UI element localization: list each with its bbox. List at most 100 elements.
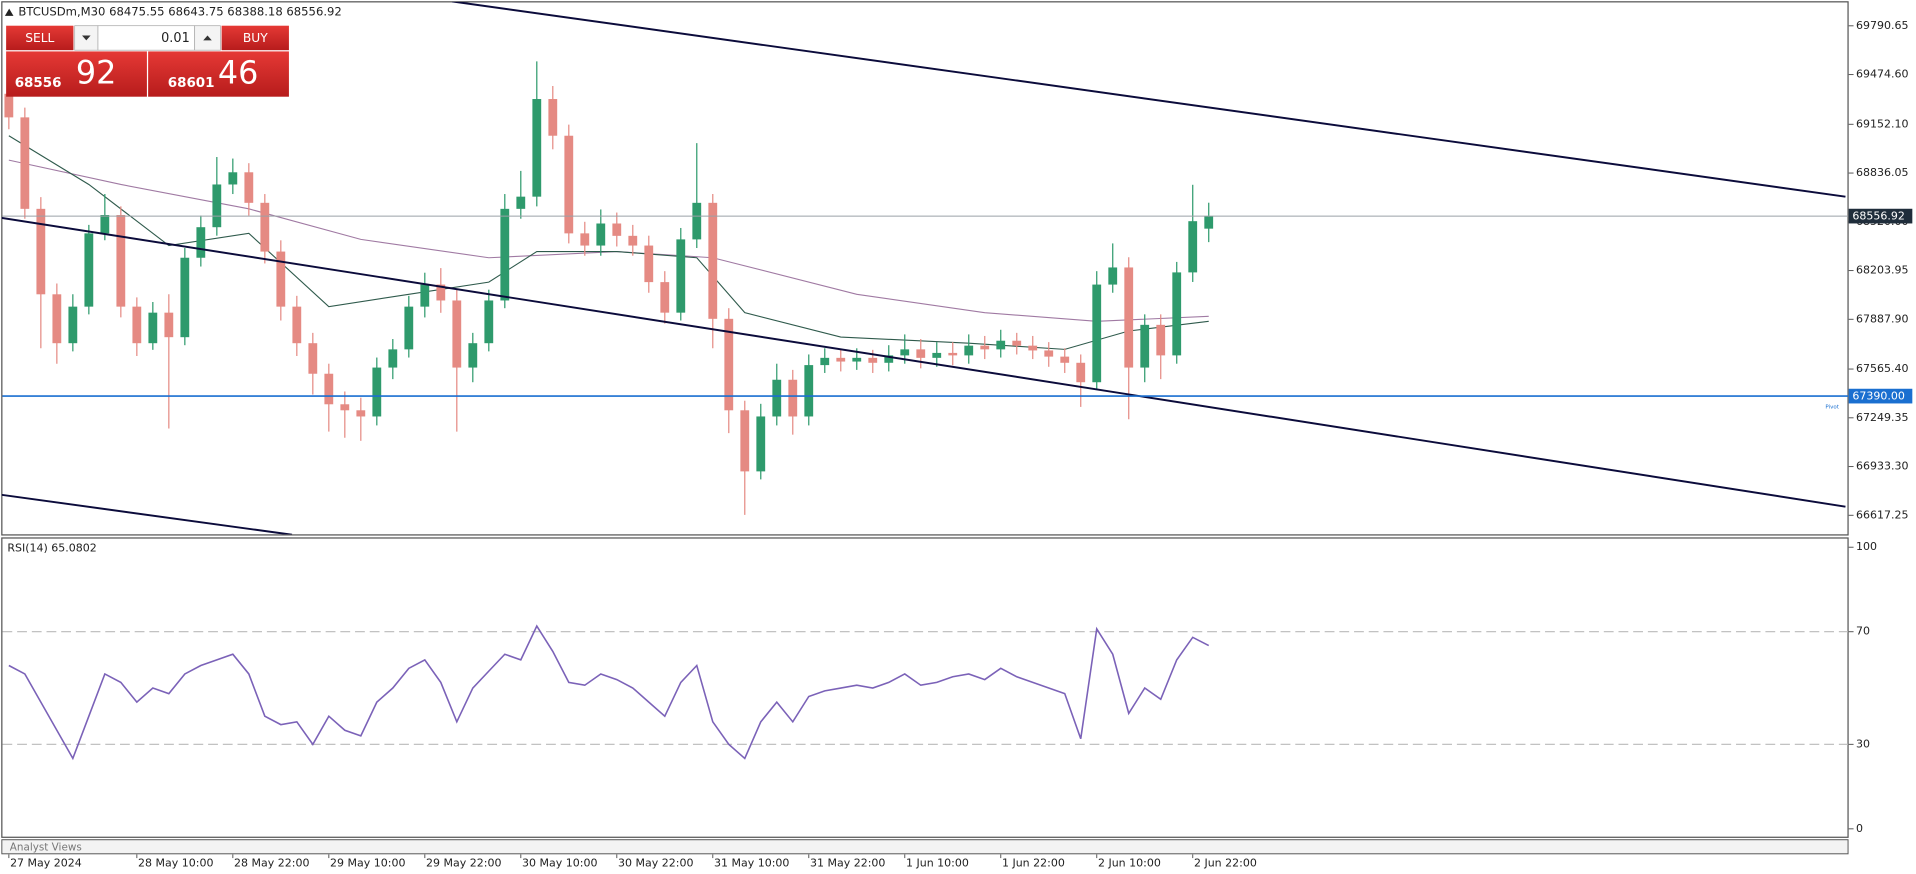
candle-body <box>756 416 766 472</box>
candle-body <box>484 300 494 344</box>
x-tick-label: 28 May 10:00 <box>138 857 213 870</box>
buy-label[interactable]: BUY <box>243 31 268 45</box>
candle-body <box>516 196 526 209</box>
rsi-panel-frame <box>1 537 1849 838</box>
price-box <box>1848 208 1913 224</box>
candle-body <box>180 257 190 338</box>
candle-body <box>292 306 302 344</box>
candle-body <box>740 410 750 472</box>
candle-body <box>820 357 830 366</box>
volume-value[interactable]: 0.01 <box>161 31 190 46</box>
sell-label[interactable]: SELL <box>25 31 54 45</box>
price-box-label: 67390.00 <box>1852 390 1905 403</box>
collapse-icon[interactable] <box>4 8 14 16</box>
x-tick-label: 30 May 10:00 <box>522 857 597 870</box>
candle-body <box>308 343 318 374</box>
main-panel-frame <box>1 1 1849 536</box>
candle-body <box>404 306 414 350</box>
x-tick-label: 29 May 22:00 <box>426 857 501 870</box>
candle-body <box>276 251 286 307</box>
candle-body <box>1076 362 1086 383</box>
candle-body <box>356 410 366 417</box>
rsi-line <box>8 624 1210 761</box>
candle-body <box>132 306 142 344</box>
y-tick-label: 69474.60 <box>1856 68 1909 81</box>
price-box <box>1848 388 1913 404</box>
bid-box[interactable] <box>6 51 147 97</box>
x-tick-label: 1 Jun 22:00 <box>1002 857 1065 870</box>
volume-input[interactable] <box>97 25 196 51</box>
candle-body <box>868 357 878 363</box>
bid-small[interactable]: 92 <box>76 54 116 92</box>
candle-body <box>36 208 46 295</box>
candle-body <box>372 367 382 417</box>
price-line-name: Pivot <box>1825 405 1839 411</box>
candle-body <box>964 345 974 356</box>
candle-body <box>980 345 990 350</box>
candle-body <box>532 99 542 197</box>
main-plot <box>1 1 1849 535</box>
candle-body <box>196 227 206 258</box>
candle-body <box>772 379 782 417</box>
candle-body <box>452 300 462 368</box>
down-arrow <box>82 35 91 41</box>
x-tick-label: 2 Jun 22:00 <box>1194 857 1257 870</box>
y-tick-label: 67249.35 <box>1856 411 1909 424</box>
indicator-title: RSI(14) 65.0802 <box>7 541 96 554</box>
trendline <box>451 1 1846 198</box>
x-tick-label: 30 May 22:00 <box>618 857 693 870</box>
candle-body <box>916 349 926 358</box>
sell-button[interactable] <box>6 25 74 51</box>
candle-body <box>340 404 350 411</box>
analyst-views[interactable]: Analyst Views <box>10 842 82 854</box>
candle-body <box>1204 216 1214 229</box>
ask-big[interactable]: 68601 <box>168 76 215 91</box>
one-click-trading: SELL 0.01 BUY 68556 92 68601 46 <box>6 25 289 97</box>
y-tick-label: 70 <box>1856 625 1870 638</box>
candle-body <box>1156 324 1166 356</box>
y-tick-label: 68203.95 <box>1856 264 1909 277</box>
candle-body <box>1124 267 1134 368</box>
x-tick-label: 31 May 22:00 <box>810 857 885 870</box>
candle-body <box>436 284 446 301</box>
candle-body <box>996 340 1006 350</box>
symbol-info: BTCUSDm,M30 68475.55 68643.75 68388.18 6… <box>18 5 341 19</box>
candle-body <box>852 357 862 362</box>
candle-body <box>1108 267 1118 285</box>
bid-big[interactable]: 68556 <box>15 76 62 91</box>
candle-body <box>692 202 702 240</box>
candle-body <box>20 117 30 209</box>
candle-body <box>116 215 126 307</box>
candle-body <box>596 223 606 246</box>
trendline <box>1 493 293 535</box>
candle-body <box>100 215 110 234</box>
y-tick-label: 69790.65 <box>1856 19 1909 32</box>
candle-body <box>468 343 478 368</box>
rsi-plot <box>2 624 1849 761</box>
ask-box[interactable] <box>148 51 289 97</box>
y-tick-label: 68836.05 <box>1856 166 1909 179</box>
candle-body <box>708 202 718 319</box>
candle-body <box>148 312 158 344</box>
ask-small[interactable]: 46 <box>218 54 258 92</box>
candle-body <box>420 284 430 307</box>
x-tick-label: 2 Jun 10:00 <box>1098 857 1161 870</box>
candle-body <box>164 312 174 338</box>
candle-body <box>84 233 94 307</box>
candle-body <box>612 223 622 236</box>
candle-body <box>948 352 958 356</box>
candle-body <box>548 99 558 136</box>
candle-body <box>628 235 638 246</box>
y-tick-label: 100 <box>1856 540 1877 553</box>
candle-body <box>52 294 62 344</box>
trendline <box>1 216 1846 508</box>
buy-button[interactable] <box>221 25 289 51</box>
x-tick-label: 28 May 22:00 <box>234 857 309 870</box>
candle-body <box>260 202 270 252</box>
candle-body <box>804 365 814 417</box>
candle-body <box>884 355 894 363</box>
candle-body <box>228 172 238 185</box>
